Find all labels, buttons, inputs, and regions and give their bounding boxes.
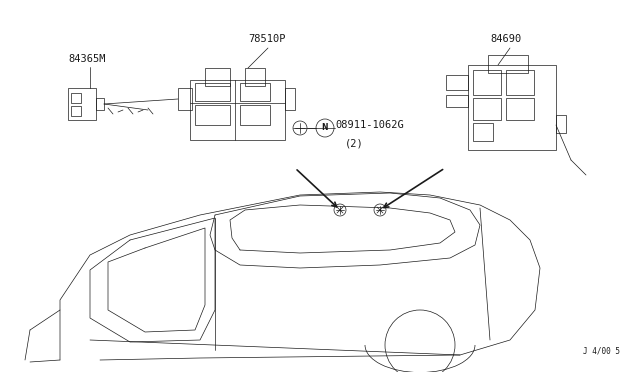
Bar [446,75,468,90]
Bar [178,88,192,110]
Bar [285,88,295,110]
Bar [468,65,556,150]
Bar [205,68,230,86]
Text: 84365M: 84365M [68,54,106,64]
Bar [488,55,528,73]
Bar [96,98,104,110]
Bar [506,70,534,95]
Text: 84690: 84690 [490,34,521,44]
Text: N: N [322,124,328,132]
Text: 78510P: 78510P [248,34,285,44]
Bar [556,115,566,133]
Bar [195,105,230,125]
Bar [71,106,81,116]
Text: J 4/00 5: J 4/00 5 [583,346,620,355]
Bar [240,83,270,101]
Bar [446,95,468,107]
Bar [68,88,96,120]
Bar [473,123,493,141]
Bar [245,68,265,86]
Bar [473,70,501,95]
Bar [473,98,501,120]
Bar [240,105,270,125]
Bar [190,80,285,140]
Bar [506,98,534,120]
Text: (2): (2) [345,138,364,148]
Bar [71,93,81,103]
Bar [195,83,230,101]
Text: 08911-1062G: 08911-1062G [335,120,404,130]
